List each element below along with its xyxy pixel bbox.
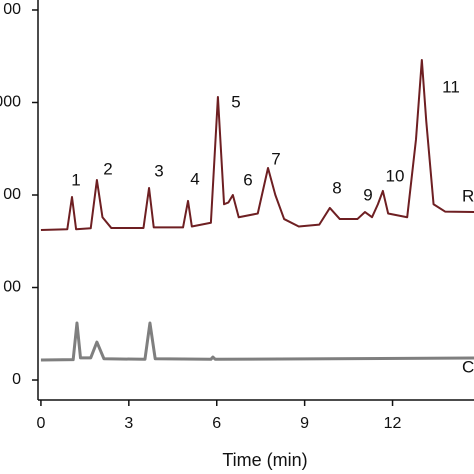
x-tick-label: 3 <box>124 415 133 432</box>
peak-label: 8 <box>332 178 341 197</box>
x-tick-label: 12 <box>384 415 402 432</box>
x-tick-label: 9 <box>300 415 309 432</box>
peak-label: 4 <box>190 169 199 188</box>
y-tick-label: 00 <box>3 1 21 18</box>
y-tick-label: 000 <box>0 94 21 111</box>
peak-label: 1 <box>71 170 80 189</box>
x-tick-label: 0 <box>36 415 45 432</box>
peak-label: 7 <box>271 149 280 168</box>
x-axis-label: Time (min) <box>222 450 307 470</box>
peak-label: 3 <box>154 161 163 180</box>
peak-label: 2 <box>103 159 112 178</box>
series-label: R <box>462 186 474 205</box>
peak-label: 10 <box>386 166 405 185</box>
peak-label: 6 <box>243 170 252 189</box>
y-tick-label: 00 <box>3 279 21 296</box>
y-tick-label: 0 <box>12 371 21 388</box>
peak-label: 5 <box>231 92 240 111</box>
x-tick-label: 6 <box>212 415 221 432</box>
trace <box>40 58 474 231</box>
peak-label: 9 <box>363 185 372 204</box>
y-tick-label: 00 <box>3 186 21 203</box>
peak-label: 11 <box>442 77 460 96</box>
series-label: C <box>462 357 474 376</box>
trace <box>40 321 474 362</box>
